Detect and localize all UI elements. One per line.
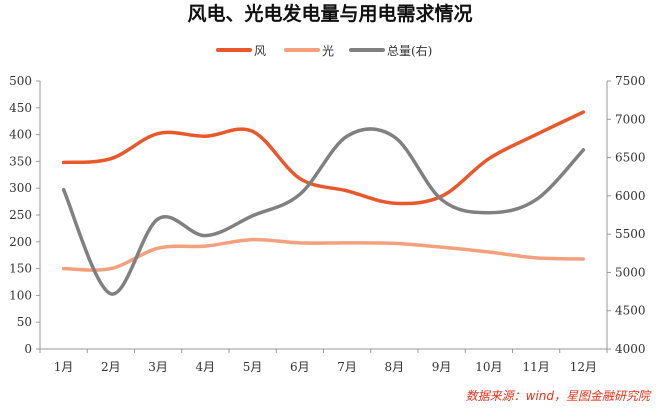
legend: 风 光 总量(右) [216, 43, 432, 58]
left-tick-label: 350 [9, 154, 32, 168]
axes: 0 50 100 150 200 250 300 350 400 450 500 4000 4500 50… [9, 74, 645, 374]
right-tick-label: 5500 [615, 227, 646, 241]
legend-label: 光 [322, 44, 334, 58]
right-tick-label: 5000 [615, 265, 646, 279]
left-tick-label: 200 [9, 235, 32, 249]
series-line-1 [61, 237, 586, 272]
right-tick-label: 7500 [615, 74, 646, 88]
left-tick-label: 150 [9, 262, 32, 276]
left-tick-label: 450 [9, 101, 32, 115]
x-tick-label: 12月 [570, 360, 597, 374]
x-tick-label: 5月 [243, 360, 263, 374]
left-tick-label: 400 [9, 128, 32, 142]
source-note: 数据来源：wind，星图金融研究院 [466, 389, 652, 403]
legend-label: 总量(右) [387, 43, 432, 58]
x-tick-label: 10月 [475, 360, 502, 374]
legend-label: 风 [254, 44, 266, 58]
chart-title: 风电、光电发电量与用电需求情况 [187, 2, 472, 25]
x-tick-label: 2月 [101, 360, 121, 374]
left-tick-label: 300 [9, 181, 32, 195]
left-tick-label: 500 [9, 74, 32, 88]
x-tick-label: 3月 [148, 360, 168, 374]
x-tick-label: 11月 [522, 360, 549, 374]
x-tick-label: 9月 [432, 360, 452, 374]
right-tick-label: 6000 [615, 189, 646, 203]
series-line-0 [61, 110, 586, 206]
right-tick-label: 4000 [615, 342, 646, 356]
x-tick-label: 4月 [196, 360, 216, 374]
x-tick-label: 8月 [385, 360, 405, 374]
left-tick-label: 250 [9, 208, 32, 222]
series-layer [61, 110, 586, 296]
right-tick-label: 7000 [615, 112, 646, 126]
left-tick-label: 50 [17, 315, 32, 329]
right-tick-label: 4500 [615, 304, 646, 318]
x-tick-label: 1月 [54, 360, 74, 374]
right-tick-label: 6500 [615, 151, 646, 165]
left-tick-label: 100 [9, 288, 32, 302]
x-tick-label: 6月 [290, 360, 310, 374]
left-tick-label: 0 [24, 342, 32, 356]
series-line-2 [61, 127, 586, 296]
x-tick-label: 7月 [337, 360, 357, 374]
